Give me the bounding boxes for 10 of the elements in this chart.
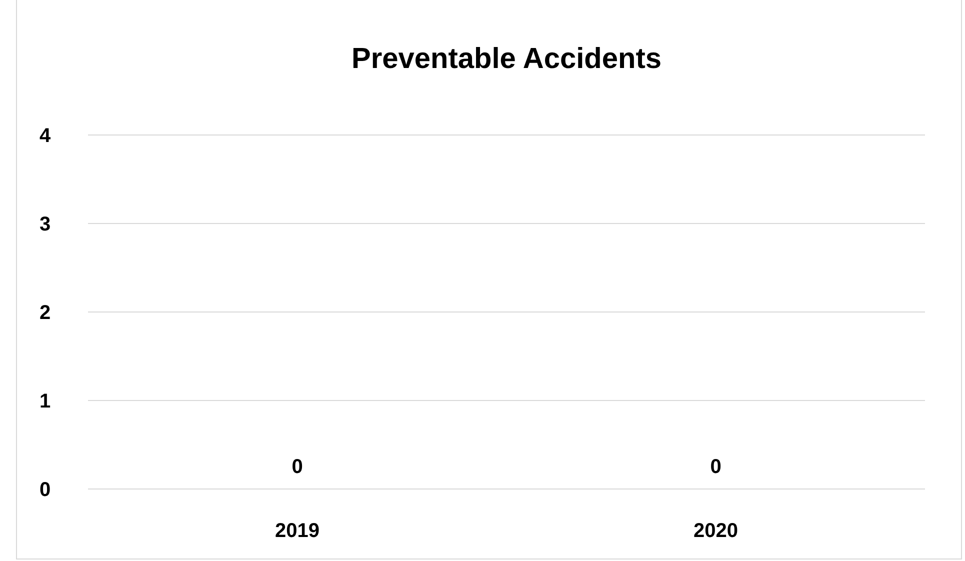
- chart-title: Preventable Accidents: [352, 43, 662, 75]
- y-tick-label: 2: [39, 302, 51, 324]
- y-tick-label: 3: [39, 214, 51, 236]
- y-tick-label: 1: [39, 390, 51, 412]
- y-tick-label: 0: [39, 479, 51, 501]
- data-label: 0: [710, 456, 722, 478]
- data-label: 0: [292, 456, 303, 478]
- x-tick-label: 2020: [694, 520, 738, 542]
- x-tick-label: 2019: [275, 520, 320, 542]
- y-tick-label: 4: [39, 125, 52, 147]
